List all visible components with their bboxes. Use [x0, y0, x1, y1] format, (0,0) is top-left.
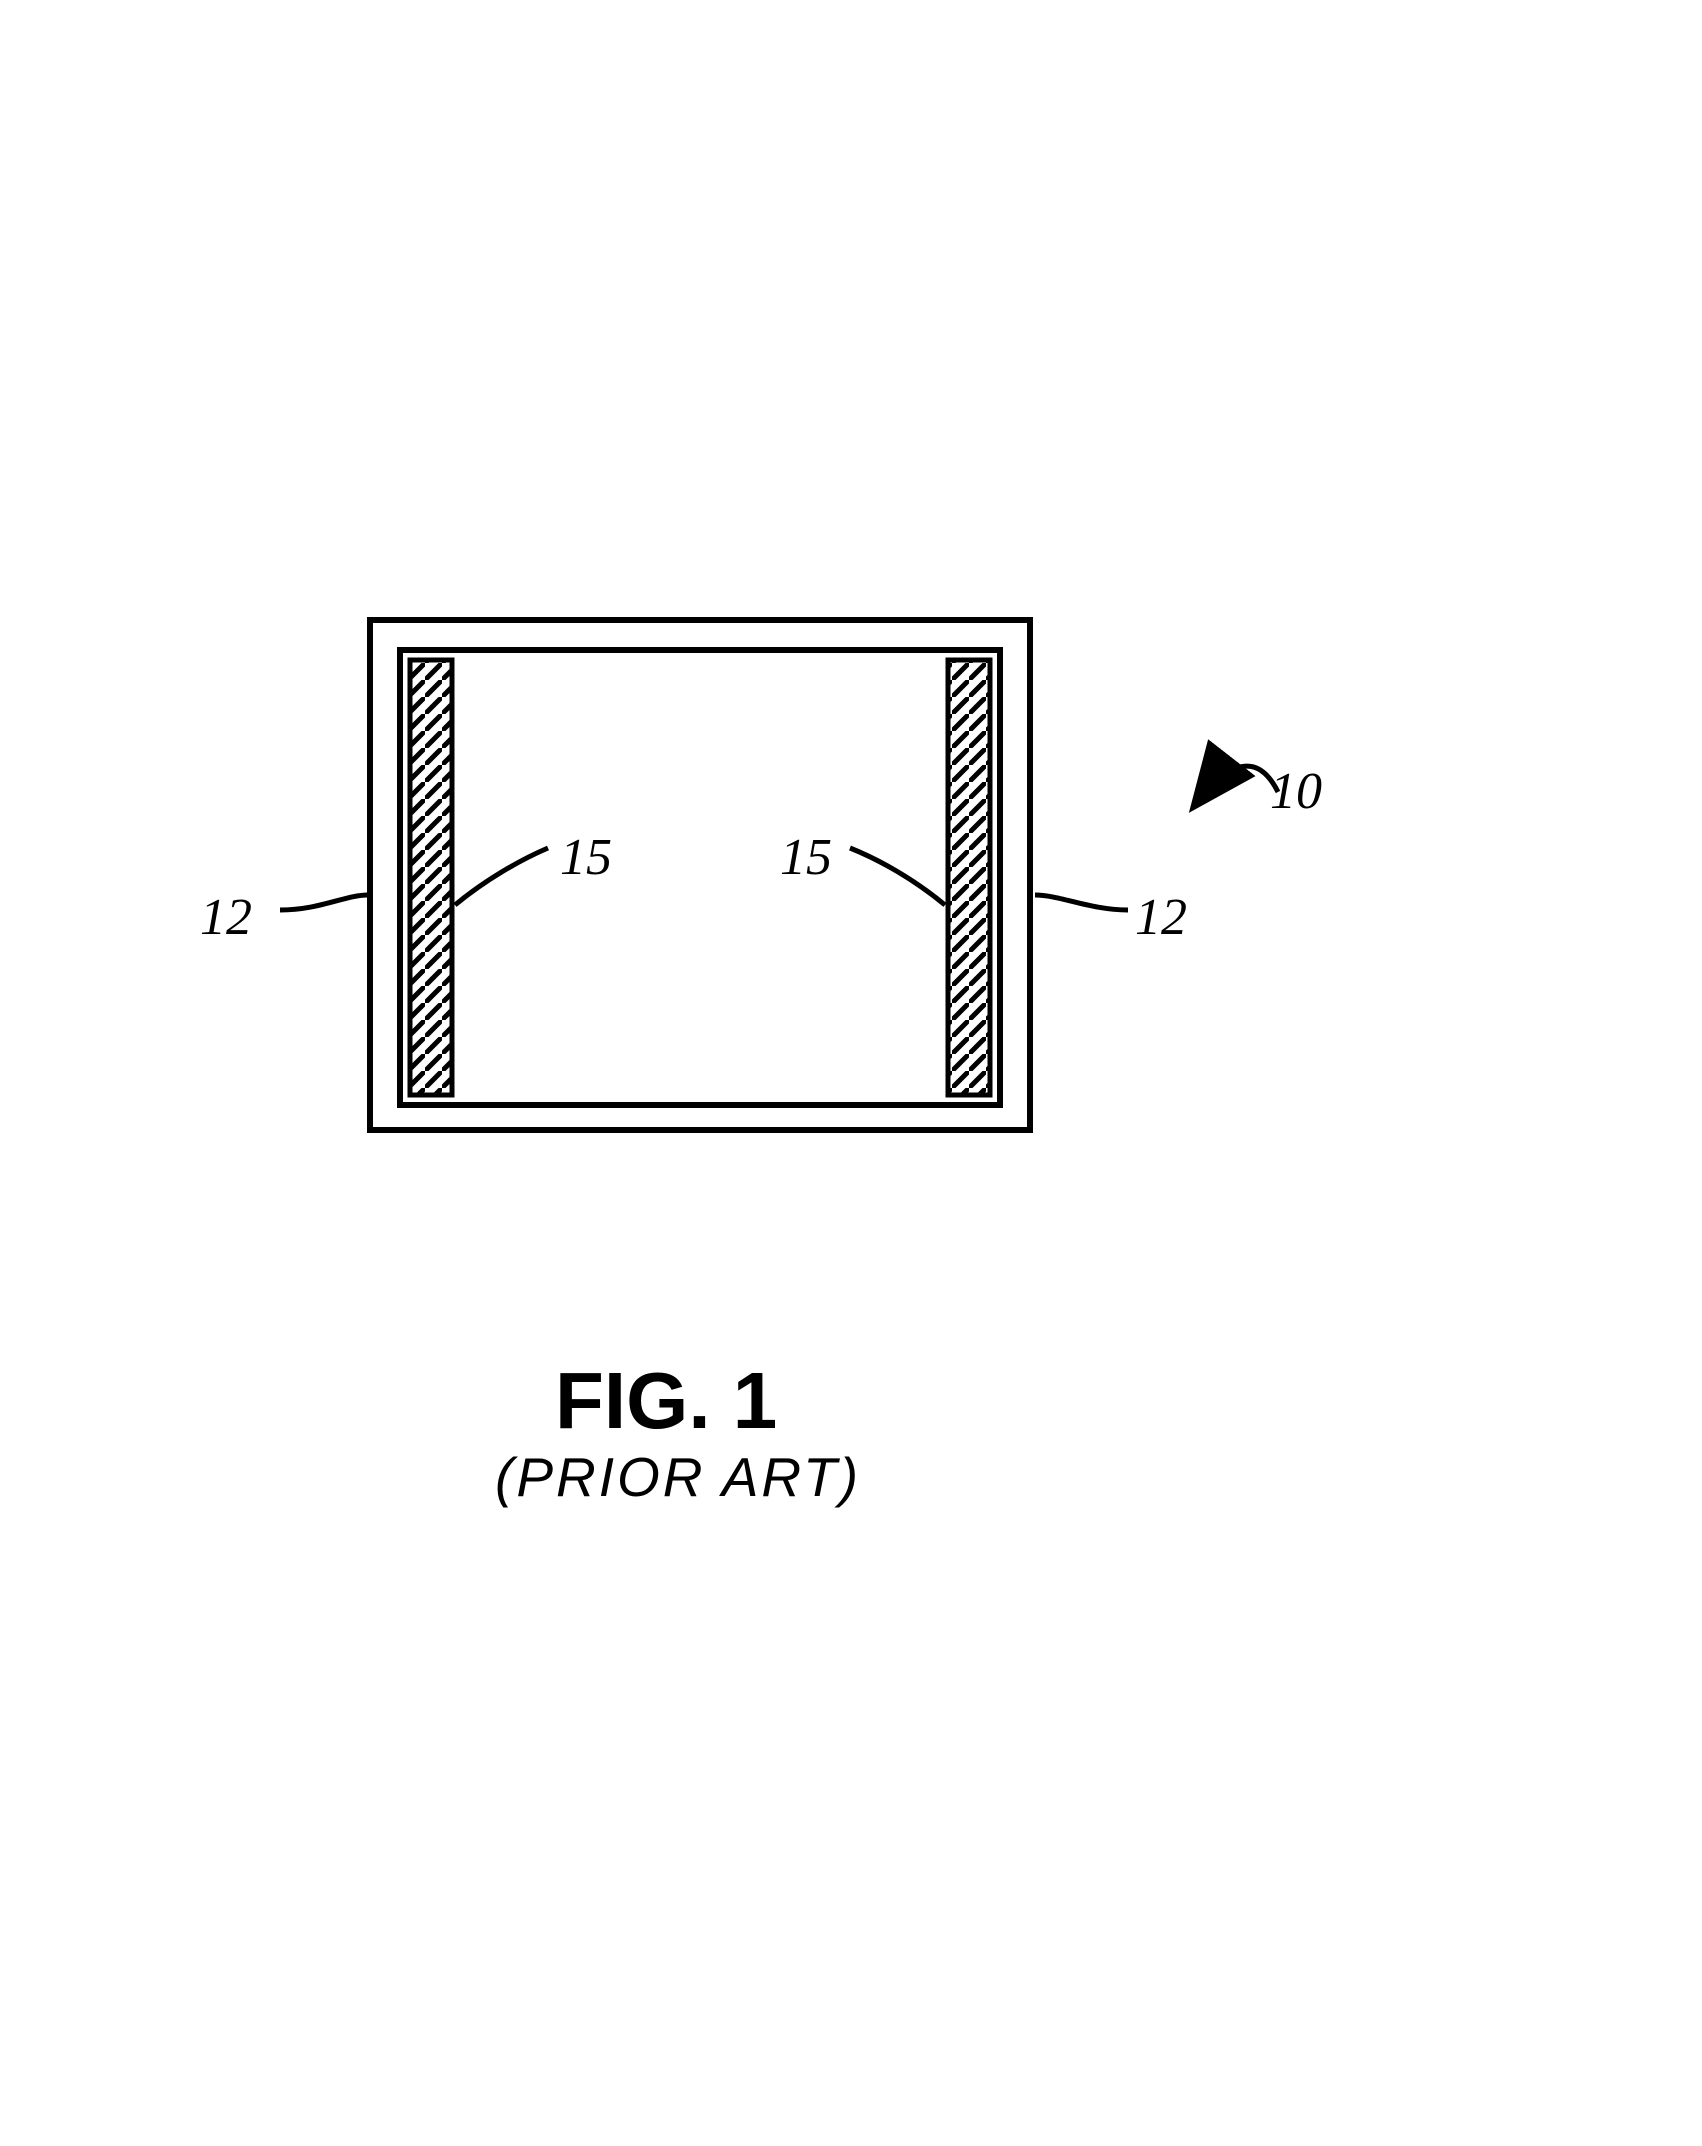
leader-12-right	[1035, 895, 1128, 910]
diagram-svg	[0, 0, 1702, 2146]
ref-label-15-right: 15	[780, 828, 832, 887]
ref-label-12-right: 12	[1135, 888, 1187, 947]
ref-label-12-left: 12	[200, 888, 252, 947]
leader-10	[1195, 766, 1278, 805]
ref-label-10: 10	[1270, 762, 1322, 821]
figure-title: FIG. 1	[555, 1355, 777, 1447]
figure-subtitle: (PRIOR ART)	[495, 1445, 861, 1509]
leader-12-left	[280, 895, 368, 910]
hatched-bar-right	[948, 660, 990, 1095]
hatched-bar-left	[410, 660, 452, 1095]
figure-canvas: 10 12 12 15 15 FIG. 1 (PRIOR ART)	[0, 0, 1702, 2146]
ref-label-15-left: 15	[560, 828, 612, 887]
